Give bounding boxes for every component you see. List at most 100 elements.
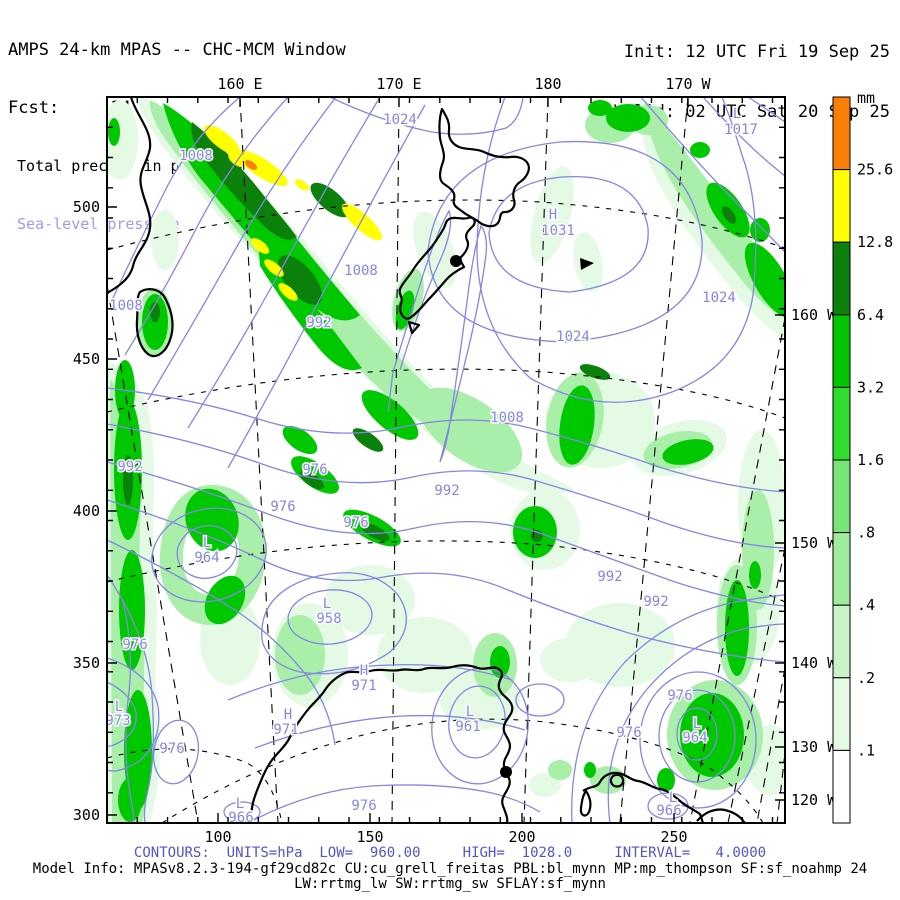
pressure-contours-shape bbox=[639, 671, 757, 809]
pressure-contours-shape bbox=[107, 681, 137, 747]
init-time: Init: 12 UTC Fri 19 Sep 25 bbox=[623, 42, 890, 62]
pressure-contour-labels-shape: 971 bbox=[351, 678, 376, 694]
pressure-contour-labels-shape: 976 bbox=[616, 725, 641, 741]
precip-shading-light-shape bbox=[548, 760, 572, 780]
precip-shading-yellow-shape bbox=[295, 179, 309, 191]
precip-shading-yellow-shape bbox=[278, 283, 298, 301]
pressure-contour-labels-shape: 961 bbox=[455, 719, 480, 735]
axis-labels-shape: 170 E bbox=[376, 75, 421, 93]
meridian-160w bbox=[689, 317, 785, 823]
pressure-contours-shape bbox=[107, 657, 160, 772]
precip-shading-bright-shape bbox=[690, 142, 710, 158]
axis-labels-shape: 400 bbox=[73, 502, 100, 520]
coastline-south-island bbox=[398, 216, 476, 320]
precip-colorbar: mm 25.6 12.8 6.4 3.2 1.6 .8 .4 .2 .1 bbox=[832, 89, 893, 824]
precip-shading-bright-shape bbox=[680, 693, 744, 777]
model-info-line: Model Info: MPASv8.2.3-194-gf29cd82c CU:… bbox=[32, 861, 868, 877]
pressure-contours-shape bbox=[107, 461, 785, 607]
precip-shading-bright-shape bbox=[118, 778, 142, 822]
pressure-contours-shape bbox=[107, 574, 154, 823]
precip-shading-dark-shape bbox=[300, 470, 324, 490]
pressure-contours-shape bbox=[329, 97, 524, 135]
coastline-marie-byrd-land bbox=[696, 808, 746, 823]
axis-labels-shape: 450 bbox=[73, 350, 100, 368]
precip-shading-yellow bbox=[203, 125, 383, 301]
coastline-north-island bbox=[438, 107, 530, 228]
pressure-contour-labels-shape: 1008 bbox=[490, 410, 524, 426]
pressure-contour-labels-shape: 1031 bbox=[541, 223, 575, 239]
pressure-contours-shape bbox=[702, 97, 785, 177]
precip-shading-dark bbox=[123, 122, 737, 542]
pressure-contours-shape bbox=[121, 597, 134, 823]
pressure-contour-labels-shape: 992 bbox=[434, 483, 459, 499]
pressure-contours-shape bbox=[124, 97, 289, 356]
axis-labels-shape: 180 bbox=[534, 75, 561, 93]
pressure-contours-shape bbox=[658, 689, 736, 783]
precip-shading-yellow-shape bbox=[203, 125, 241, 155]
pressure-contours-shape bbox=[187, 97, 381, 429]
axis-labels-shape: 350 bbox=[73, 654, 100, 672]
pressure-contours-shape bbox=[439, 224, 488, 463]
pressure-contours-shape bbox=[515, 683, 565, 717]
station-dot-christchurch bbox=[450, 255, 462, 267]
meridian-170e bbox=[391, 97, 400, 823]
precip-shading-palest-shape bbox=[529, 773, 561, 797]
precip-shading-bright-shape bbox=[559, 385, 595, 465]
precip-shading-bright-shape bbox=[749, 561, 761, 589]
precip-shading-bright-shape bbox=[588, 100, 612, 116]
pressure-contour-labels-shape: 973 bbox=[105, 713, 130, 729]
pressure-contours-shape bbox=[387, 209, 452, 413]
axis-labels-shape: 160 E bbox=[217, 75, 262, 93]
pressure-contours-shape bbox=[107, 423, 785, 549]
precip-colorbar-shape: .4 bbox=[857, 596, 875, 614]
precip-shading-palest-shape bbox=[377, 617, 473, 693]
precip-shading-yellow-shape bbox=[341, 203, 383, 241]
precip-colorbar-shape bbox=[832, 386, 851, 461]
pressure-contour-labels-shape: 966 bbox=[228, 810, 253, 826]
pressure-contour-labels-shape: H bbox=[549, 207, 557, 223]
chart-title: AMPS 24-km MPAS -- CHC-MCM Window bbox=[8, 40, 346, 60]
axis-labels-shape: 500 bbox=[73, 198, 100, 216]
pressure-contour-labels-shape: 976 bbox=[302, 462, 327, 478]
precip-shading-bright-shape bbox=[119, 550, 145, 670]
coastlines bbox=[107, 97, 746, 823]
pressure-contour-labels-shape: L bbox=[693, 716, 701, 732]
pressure-contour-labels-shape: 1024 bbox=[702, 290, 736, 306]
precip-shading-palest-shape bbox=[540, 638, 600, 682]
axis-labels-shape: 150 W bbox=[791, 534, 837, 552]
pressure-contours-shape bbox=[254, 714, 526, 749]
precip-colorbar-shape bbox=[832, 314, 851, 388]
precip-shading-bright-shape bbox=[606, 104, 650, 132]
meridian-130w bbox=[776, 752, 785, 823]
precip-colorbar-shape bbox=[832, 749, 851, 824]
precip-colorbar-shape: .1 bbox=[857, 741, 875, 759]
precip-shading-dark-shape bbox=[721, 206, 737, 224]
pressure-contour-labels-shape: 1008 bbox=[344, 263, 378, 279]
pressure-contour-labels-shape: H bbox=[284, 707, 292, 723]
station-dot-mcmurdo bbox=[500, 766, 512, 778]
precip-shading-bright-shape bbox=[744, 242, 785, 318]
axis-labels-shape: 300 bbox=[73, 806, 100, 824]
pressure-contour-labels-shape: H bbox=[360, 663, 368, 679]
pressure-contour-labels-shape: L bbox=[733, 106, 741, 122]
precip-shading-dark-shape bbox=[150, 302, 160, 322]
precip-shading-bright-shape bbox=[204, 575, 246, 625]
pressure-contour-labels-shape: 992 bbox=[597, 569, 622, 585]
pressure-contours-shape bbox=[111, 97, 241, 301]
precip-shading-yellow-shape bbox=[236, 150, 288, 186]
pressure-contour-labels-shape: 976 bbox=[667, 688, 692, 704]
coastline-ross-island bbox=[609, 773, 625, 788]
precip-shading-light-shape bbox=[417, 387, 523, 473]
latitude-arc-5 bbox=[107, 748, 283, 823]
pressure-contours-shape bbox=[107, 499, 785, 663]
precip-colorbar-shape bbox=[832, 532, 851, 606]
axis-labels-shape: 100 bbox=[204, 828, 231, 846]
pressure-contour-labels-shape: 966 bbox=[656, 803, 681, 819]
pressure-contour-labels-shape: 1008 bbox=[109, 298, 143, 314]
axis-labels-shape: 250 bbox=[660, 828, 687, 846]
pressure-contour-labels-shape: 976 bbox=[159, 741, 184, 757]
pressure-contour-labels-shape: L bbox=[236, 796, 244, 812]
precip-shading-dark-shape bbox=[360, 522, 390, 542]
latitude-arc-1 bbox=[107, 199, 785, 251]
